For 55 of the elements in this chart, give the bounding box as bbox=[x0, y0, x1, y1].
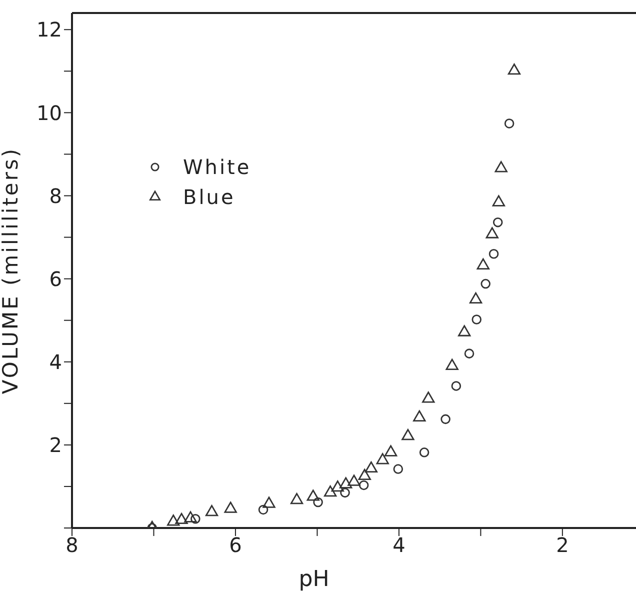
point bbox=[340, 488, 350, 498]
point bbox=[205, 505, 218, 516]
point bbox=[413, 410, 426, 422]
point bbox=[422, 392, 435, 403]
point bbox=[464, 348, 474, 358]
x-tick-label: 2 bbox=[556, 533, 569, 558]
point bbox=[290, 492, 304, 504]
point bbox=[469, 292, 482, 304]
point bbox=[446, 358, 458, 370]
point bbox=[258, 504, 268, 515]
point bbox=[358, 480, 369, 490]
point bbox=[175, 512, 188, 524]
point bbox=[384, 445, 398, 456]
point bbox=[184, 511, 197, 522]
point bbox=[486, 227, 498, 238]
point bbox=[393, 464, 404, 474]
point bbox=[262, 496, 276, 508]
legend-label: White bbox=[183, 155, 252, 179]
point bbox=[402, 429, 414, 440]
y-tick-label: 10 bbox=[36, 100, 62, 125]
point bbox=[339, 477, 352, 488]
y-axis-title: VOLUME (milliliters) bbox=[0, 146, 22, 394]
point bbox=[419, 448, 430, 458]
point bbox=[480, 278, 490, 289]
x-tick-label: 4 bbox=[392, 533, 406, 558]
point bbox=[167, 514, 180, 526]
point bbox=[324, 485, 337, 497]
y-tick-label: 6 bbox=[49, 266, 62, 291]
point bbox=[472, 314, 482, 324]
point bbox=[476, 258, 490, 270]
point bbox=[376, 453, 389, 464]
point bbox=[492, 195, 506, 206]
point bbox=[488, 249, 499, 259]
y-tick-label: 2 bbox=[49, 433, 62, 458]
point bbox=[492, 217, 503, 228]
point bbox=[306, 490, 320, 501]
point bbox=[504, 118, 514, 128]
point bbox=[358, 468, 371, 480]
point bbox=[458, 325, 471, 336]
legend-label: Blue bbox=[183, 185, 236, 209]
point bbox=[224, 502, 237, 513]
point bbox=[364, 461, 378, 473]
point bbox=[440, 414, 450, 424]
point bbox=[494, 161, 508, 172]
point bbox=[451, 381, 462, 391]
point bbox=[348, 474, 360, 486]
y-tick-label: 8 bbox=[49, 184, 62, 208]
point bbox=[313, 497, 323, 508]
y-tick-label: 4 bbox=[49, 350, 62, 374]
x-tick-label: 8 bbox=[66, 533, 78, 558]
y-tick-label: 12 bbox=[36, 18, 62, 42]
point bbox=[331, 480, 344, 492]
x-tick-label: 6 bbox=[229, 533, 242, 558]
x-axis-title: pH bbox=[298, 567, 330, 592]
point bbox=[508, 64, 521, 75]
